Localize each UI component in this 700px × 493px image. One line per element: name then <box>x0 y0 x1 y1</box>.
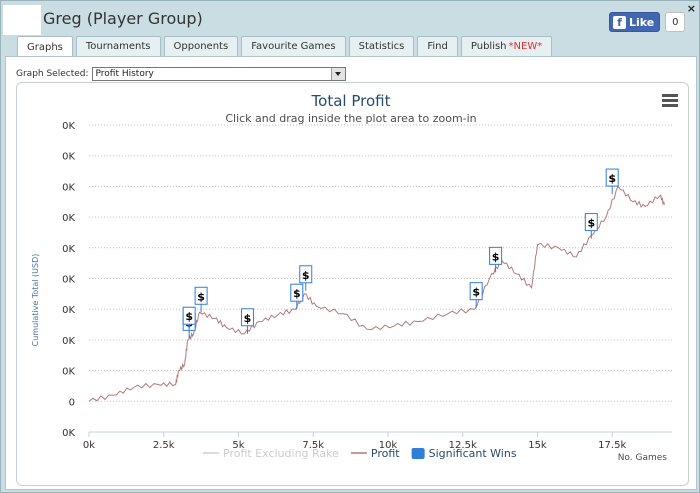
y-tick-label: 0K <box>62 275 75 286</box>
win-flag-label: $ <box>185 310 193 323</box>
like-count: 0 <box>665 12 686 32</box>
y-tick-label: 0K <box>62 367 75 378</box>
facebook-like-button[interactable]: f Like <box>609 12 661 32</box>
tab-statistics[interactable]: Statistics <box>348 36 415 56</box>
y-tick-label: 0K <box>62 213 75 224</box>
x-axis-label: No. Games <box>618 453 668 463</box>
win-flag <box>489 246 503 265</box>
tab-tournaments[interactable]: Tournaments <box>75 36 161 56</box>
legend-symbol <box>411 448 425 459</box>
graph-select-row: Graph Selected: Profit History <box>16 67 346 81</box>
win-flag <box>182 306 196 325</box>
new-badge: *NEW* <box>508 41 543 52</box>
tab-label: Statistics <box>358 41 405 52</box>
win-flag <box>605 168 619 187</box>
y-tick-label: 0K <box>62 244 75 255</box>
close-icon[interactable]: × <box>686 2 696 15</box>
series-line-profit <box>88 185 665 402</box>
y-tick-label: 0K <box>62 121 75 132</box>
y-tick-label: 0 <box>69 397 75 408</box>
tab-label: Graphs <box>27 41 63 53</box>
x-tick-label: 15k <box>528 440 547 451</box>
facebook-like: f Like 0 <box>609 12 686 32</box>
graph-select-dropdown[interactable]: Profit History <box>91 67 346 81</box>
win-flag <box>299 265 313 284</box>
win-flag <box>469 282 483 301</box>
win-flag-label: $ <box>197 290 205 303</box>
x-tick-label: 7.5k <box>302 440 324 451</box>
y-tick-label: 0K <box>62 428 75 439</box>
x-tick-label: 2.5k <box>153 440 175 451</box>
legend-label: Significant Wins <box>429 447 517 460</box>
tab-label: Find <box>427 41 448 52</box>
chart-canvas[interactable]: Total Profit Click and drag inside the p… <box>17 83 689 486</box>
win-flag <box>240 308 254 327</box>
win-flag-label: $ <box>244 312 252 325</box>
tab-label: Tournaments <box>85 41 151 52</box>
x-tick-label: 17.5k <box>598 440 626 451</box>
win-flag-label: $ <box>293 287 301 300</box>
win-flag <box>290 283 304 302</box>
x-tick-label: 0k <box>83 440 95 451</box>
y-tick-label: 0K <box>62 182 75 193</box>
x-tick-label: 12.5k <box>449 440 477 451</box>
legend-label: Profit Excluding Rake <box>223 447 339 460</box>
win-flag-label: $ <box>492 250 500 263</box>
tab-opponents[interactable]: Opponents <box>163 36 239 56</box>
chart-subtitle: Click and drag inside the plot area to z… <box>225 112 476 125</box>
win-flag-label: $ <box>472 286 480 299</box>
x-tick-label: 10k <box>379 440 398 451</box>
win-flag-label: $ <box>608 172 616 185</box>
profit-chart[interactable]: Total Profit Click and drag inside the p… <box>16 82 689 486</box>
y-tick-label: 0K <box>62 152 75 163</box>
like-label: Like <box>629 15 655 29</box>
win-flag-label: $ <box>587 217 595 230</box>
win-flag-label: $ <box>302 269 310 282</box>
graph-select-label: Graph Selected: <box>16 69 89 79</box>
y-tick-label: 0K <box>62 336 75 347</box>
chart-menu-icon[interactable] <box>662 94 678 107</box>
tab-label: Opponents <box>173 41 229 52</box>
avatar <box>3 5 41 35</box>
y-axis-label: Cumulative Total (USD) <box>31 254 40 347</box>
y-tick-label: 0K <box>62 305 75 316</box>
tab-favourite-games[interactable]: Favourite Games <box>241 36 346 56</box>
tab-label: Publish <box>470 41 507 52</box>
win-flag <box>584 213 598 232</box>
tab-label: Favourite Games <box>251 41 336 52</box>
facebook-icon: f <box>613 15 626 29</box>
graphs-panel: Graph Selected: Profit History Total Pro… <box>5 56 697 490</box>
tab-graphs[interactable]: Graphs <box>17 36 73 57</box>
legend-label: Profit <box>371 447 400 460</box>
chart-title: Total Profit <box>311 92 391 110</box>
tab-bar: Graphs Tournaments Opponents Favourite G… <box>17 36 553 57</box>
chevron-down-icon[interactable] <box>330 68 345 80</box>
graph-select-value: Profit History <box>95 69 154 79</box>
tab-publish[interactable]: Publish *NEW* <box>460 36 553 56</box>
win-flag <box>194 286 208 305</box>
window-title: Greg (Player Group) <box>43 9 203 28</box>
x-tick-label: 5k <box>232 440 244 451</box>
tab-find[interactable]: Find <box>417 36 458 56</box>
